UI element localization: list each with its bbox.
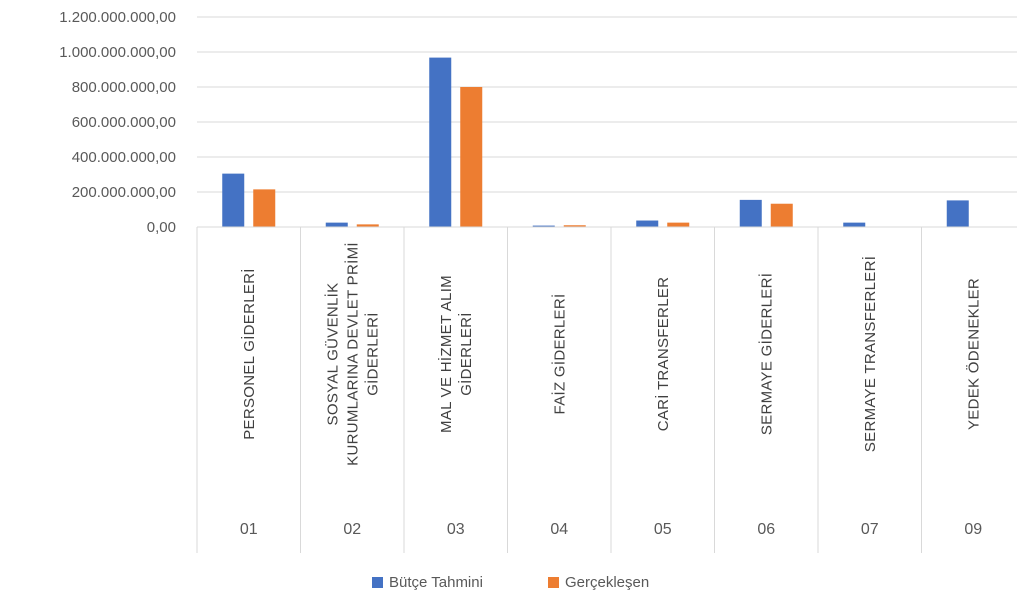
category-label: GİDERLERİ [457, 312, 475, 396]
bar-gerceklesen [667, 222, 690, 227]
category-label-group: PERSONEL GİDERLERİ [240, 268, 258, 440]
category-code: 05 [654, 521, 672, 538]
y-tick-label: 1.200.000.000,00 [59, 9, 176, 26]
category-code: 03 [447, 521, 465, 538]
category-label: MAL VE HİZMET ALIM [437, 275, 455, 433]
category-label: SERMAYE TRANSFERLERİ [861, 256, 879, 452]
legend-label: Gerçekleşen [565, 574, 649, 591]
bar-gerceklesen [563, 225, 586, 227]
category-label: KURUMLARINA DEVLET PRİMİ [343, 242, 361, 466]
category-label: SERMAYE GİDERLERİ [757, 273, 775, 435]
category-code: 04 [550, 521, 568, 538]
category-label: SOSYAL GÜVENLİK [323, 283, 341, 426]
category-label: YEDEK ÖDENEKLER [964, 278, 982, 430]
category-label: PERSONEL GİDERLERİ [240, 268, 258, 440]
category-label-group: CARİ TRANSFERLER [654, 277, 672, 432]
bar-butce-tahmini [429, 57, 452, 227]
bar-butce-tahmini [325, 222, 348, 227]
y-tick-label: 0,00 [147, 219, 176, 236]
legend-swatch [372, 577, 383, 588]
category-code: 06 [757, 521, 775, 538]
category-code: 09 [964, 521, 982, 538]
category-label-group: FAİZ GİDERLERİ [550, 294, 568, 415]
y-tick-label: 800.000.000,00 [72, 79, 176, 96]
y-tick-label: 400.000.000,00 [72, 149, 176, 166]
y-tick-label: 200.000.000,00 [72, 184, 176, 201]
bar-gerceklesen [460, 87, 483, 227]
category-label-group: SERMAYE TRANSFERLERİ [861, 256, 879, 452]
bar-butce-tahmini [636, 220, 659, 227]
legend-label: Bütçe Tahmini [389, 574, 483, 591]
bar-butce-tahmini [843, 222, 866, 227]
bar-gerceklesen [770, 203, 793, 227]
bar-gerceklesen [356, 224, 379, 227]
category-label: FAİZ GİDERLERİ [550, 294, 568, 415]
category-label-group: MAL VE HİZMET ALIM GİDERLERİ [437, 275, 475, 433]
category-label: CARİ TRANSFERLER [654, 277, 672, 432]
bar-gerceklesen [253, 189, 276, 227]
bar-butce-tahmini [739, 199, 762, 227]
category-label-group: SERMAYE GİDERLERİ [757, 273, 775, 435]
category-code: 01 [240, 521, 258, 538]
bar-butce-tahmini [532, 225, 555, 227]
bar-butce-tahmini [946, 200, 969, 227]
category-label-group: SOSYAL GÜVENLİK KURUMLARINA DEVLET PRİMİ G… [323, 242, 381, 466]
y-tick-label: 600.000.000,00 [72, 114, 176, 131]
category-code: 02 [343, 521, 361, 538]
y-tick-label: 1.000.000.000,00 [59, 44, 176, 61]
bar-butce-tahmini [222, 173, 245, 227]
category-label: GİDERLERİ [363, 312, 381, 396]
legend-swatch [548, 577, 559, 588]
category-code: 07 [861, 521, 879, 538]
category-label-group: YEDEK ÖDENEKLER [964, 278, 982, 430]
